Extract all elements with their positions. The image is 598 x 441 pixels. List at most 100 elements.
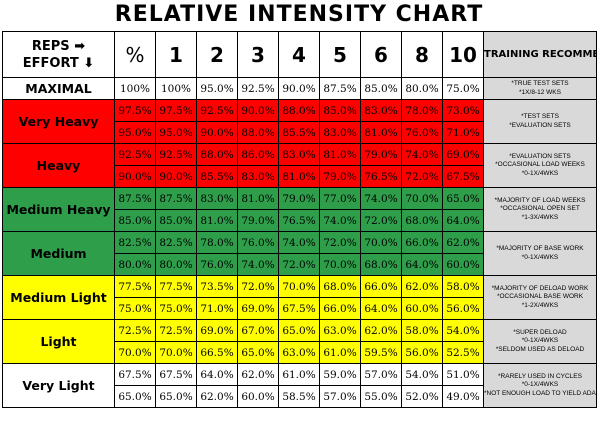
table-cell: 67.5% [442,165,484,188]
arrow-down-icon: ⬇ [83,55,95,71]
table-cell: 62.0% [401,275,443,298]
column-header-reps-3: 3 [237,31,279,78]
intensity-row: Light 72.5% 72.5% 69.0% 67.0% 65.0% 63.0% 62.0%… [2,319,597,364]
table-cell: 75.0% [114,297,156,320]
table-cell: 92.5% [237,77,279,100]
table-cell: 92.5% [196,99,238,122]
table-cell: 70.0% [114,341,156,364]
table-cell: 69.0% [442,143,484,166]
intensity-row: 90.0% 90.0% 85.5% 83.0% 81.0% 79.0% 76.5% 72.0%… [3,165,597,188]
table-cell: 77.0% [319,187,361,210]
effort-label: Medium Heavy [2,187,115,232]
table-cell: 55.0% [360,385,402,408]
table-cell: 65.0% [278,319,320,342]
table-cell: 74.0% [237,253,279,276]
table-cell: 85.0% [155,209,197,232]
training-recommendation: *TEST SETS *EVALUATION SETS [483,99,597,144]
table-cell: 60.0% [237,385,279,408]
table-cell: 83.0% [237,165,279,188]
table-cell: 77.5% [114,275,156,298]
maximal-row: MAXIMAL 100% 100% 95.0% 92.5% 90.0% 87.5… [2,77,597,100]
table-cell: 59.5% [360,341,402,364]
table-cell: 85.5% [278,121,320,144]
reps-label: REPS [31,38,70,54]
table-cell: 63.0% [278,341,320,364]
table-cell: 68.0% [401,209,443,232]
table-cell: 71.0% [196,297,238,320]
table-cell: 70.0% [278,275,320,298]
table-cell: 68.0% [319,275,361,298]
reps-effort-corner: REPS ➡ EFFORT ⬇ [2,31,115,78]
column-header-percent: % [114,31,156,78]
column-header-reps-2: 2 [196,31,238,78]
table-cell: 58.0% [401,319,443,342]
effort-label-maximal: MAXIMAL [2,77,115,100]
column-header-reps-6: 6 [360,31,402,78]
table-cell: 79.0% [278,187,320,210]
header-row: REPS ➡ EFFORT ⬇ % 1 2 3 4 5 6 8 10 TRAIN… [2,31,597,78]
table-cell: 57.0% [319,385,361,408]
intensity-row: Very Light 67.5% 67.5% 64.0% 62.0% 61.0% 59.0%… [2,363,597,408]
table-cell: 81.0% [237,187,279,210]
table-cell: 72.0% [360,209,402,232]
table-cell: 67.0% [237,319,279,342]
training-recommendation: *RARELY USED IN CYCLES *0-1X/4WKS *NOT ENO… [483,363,597,408]
table-cell: 88.0% [237,121,279,144]
table-cell: 54.0% [442,319,484,342]
table-cell: 72.0% [278,253,320,276]
table-cell: 67.5% [278,297,320,320]
table-cell: 75.0% [155,297,197,320]
table-cell: 83.0% [360,99,402,122]
table-cell: 58.0% [442,275,484,298]
table-cell: 69.0% [237,297,279,320]
table-cell: 66.5% [196,341,238,364]
table-cell: 95.0% [114,121,156,144]
table-cell: 100% [114,77,156,100]
training-recommendation: *SUPER DELOAD *0-1X/4WKS *SELDOM USED AS D… [483,319,597,364]
table-cell: 88.0% [196,143,238,166]
table-cell: 54.0% [401,363,443,386]
training-recommendation: *MAJORITY OF BASE WORK *0-1X/4WKS [483,231,597,276]
intensity-row: 65.0% 65.0% 62.0% 60.0% 58.5% 57.0% 55.0% 52.0%… [3,385,597,408]
table-cell: 70.0% [319,253,361,276]
table-cell: 64.0% [196,363,238,386]
column-header-reps-10: 10 [442,31,484,78]
table-cell: 86.0% [237,143,279,166]
table-cell: 71.0% [442,121,484,144]
column-header-reps-8: 8 [401,31,443,78]
effort-label: Very Heavy [2,99,115,144]
table-cell: 68.0% [360,253,402,276]
table-cell: 56.0% [401,341,443,364]
table-cell: 83.0% [196,187,238,210]
table-cell: 90.0% [278,77,320,100]
table-cell: 76.0% [237,231,279,254]
table-cell: 60.0% [401,297,443,320]
effort-label: EFFORT [22,55,79,71]
table-cell: 60.0% [442,253,484,276]
intensity-row: 80.0% 80.0% 76.0% 74.0% 72.0% 70.0% 68.0% 64.0%… [3,253,597,276]
table-cell: 63.0% [319,319,361,342]
table-cell: 85.5% [196,165,238,188]
table-cell: 72.0% [401,165,443,188]
table-cell: 77.5% [155,275,197,298]
table-cell: 67.5% [155,363,197,386]
table-cell: 62.0% [360,319,402,342]
table-cell: 62.0% [442,231,484,254]
training-recommendations-header: TRAINING RECOMMENDATIONS [483,31,597,78]
table-cell: 79.0% [360,143,402,166]
effort-label: Medium Light [2,275,115,320]
intensity-row: Medium 82.5% 82.5% 78.0% 76.0% 74.0% 72.0% 70.0… [2,231,597,276]
table-cell: 64.0% [401,253,443,276]
table-cell: 78.0% [196,231,238,254]
column-header-reps-4: 4 [278,31,320,78]
table-cell: 90.0% [196,121,238,144]
table-cell: 56.0% [442,297,484,320]
intensity-row: 85.0% 85.0% 81.0% 79.0% 76.5% 74.0% 72.0% 68.0%… [3,209,597,232]
table-cell: 81.0% [278,165,320,188]
table-cell: 49.0% [442,385,484,408]
table-cell: 76.0% [196,253,238,276]
table-cell: 65.0% [442,187,484,210]
intensity-row: 75.0% 75.0% 71.0% 69.0% 67.5% 66.0% 64.0% 60.0%… [3,297,597,320]
intensity-row: 95.0% 95.0% 90.0% 88.0% 85.5% 83.0% 81.0% 76.0%… [3,121,597,144]
table-cell: 58.5% [278,385,320,408]
